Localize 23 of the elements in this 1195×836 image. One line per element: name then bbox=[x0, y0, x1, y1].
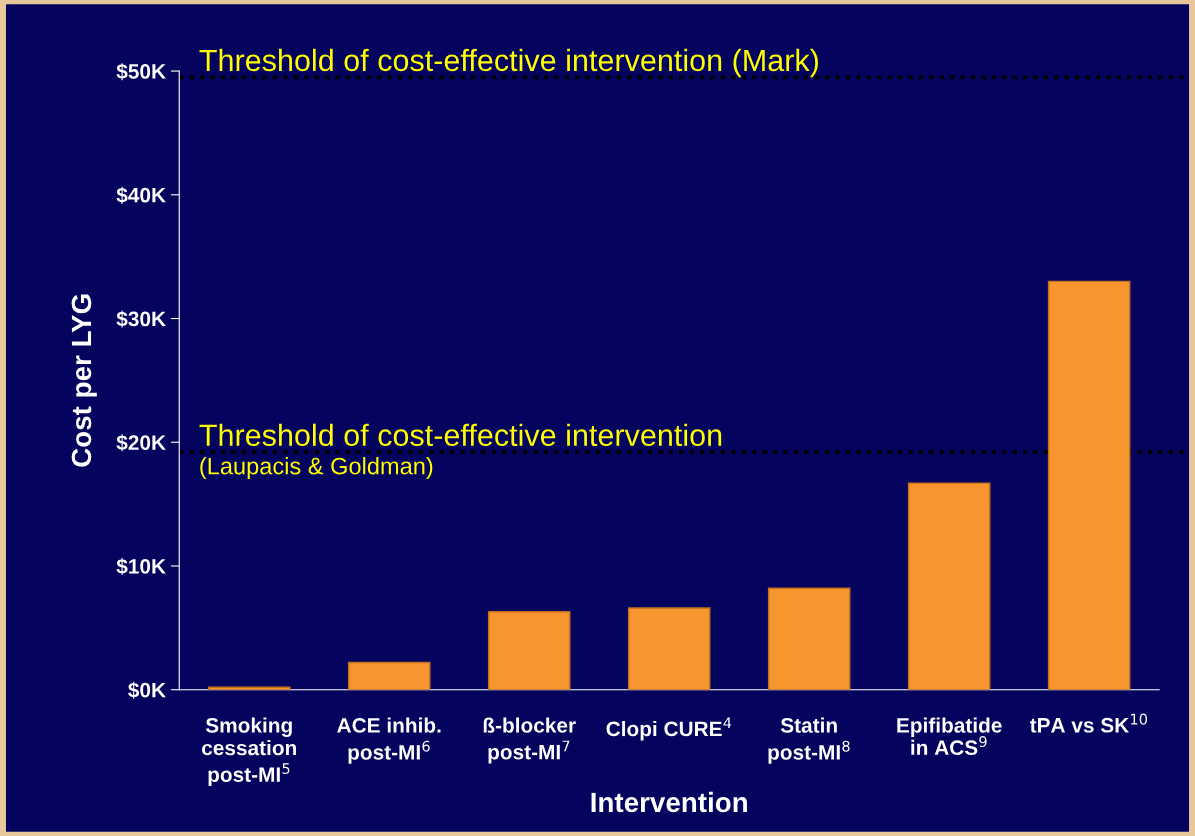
x-tick-label: Epifibatide in ACS$^{9}$ bbox=[897, 717, 1002, 756]
y-axis-title: Cost per LYG bbox=[71, 294, 97, 467]
x-tick-label: Smoking cessation post-MI$^{5}$ bbox=[202, 717, 297, 787]
x-tick-label: tPA vs SK$^{10}$ bbox=[1029, 713, 1148, 733]
x-tick-label: Clopi CURE$^{4}$ bbox=[606, 717, 732, 741]
bar bbox=[347, 661, 431, 690]
y-tick-label: $40K bbox=[116, 186, 166, 204]
x-tick-label: ß-blocker post-MI$^{7}$ bbox=[483, 717, 576, 764]
y-tick-label: $10K bbox=[116, 558, 166, 576]
bar bbox=[627, 607, 711, 690]
bar bbox=[1047, 280, 1131, 690]
x-tick-label: Statin post-MI$^{8}$ bbox=[768, 717, 850, 764]
x-tick-label: ACE inhib. post-MI$^{6}$ bbox=[337, 717, 441, 764]
ref-line-label: Threshold of cost-effective intervention (Laupacis & Goldman) bbox=[199, 423, 722, 480]
y-tick-label: $30K bbox=[116, 310, 166, 328]
bar bbox=[487, 611, 571, 690]
y-tick-label: $0K bbox=[128, 681, 166, 699]
y-tick-label: $20K bbox=[116, 434, 166, 452]
bar bbox=[767, 587, 851, 690]
ref-line-label: Threshold of cost-effective intervention (Mark) bbox=[199, 48, 818, 78]
y-tick-label: $50K bbox=[116, 63, 166, 81]
bar bbox=[907, 482, 991, 690]
x-axis-title: Intervention bbox=[591, 791, 747, 813]
